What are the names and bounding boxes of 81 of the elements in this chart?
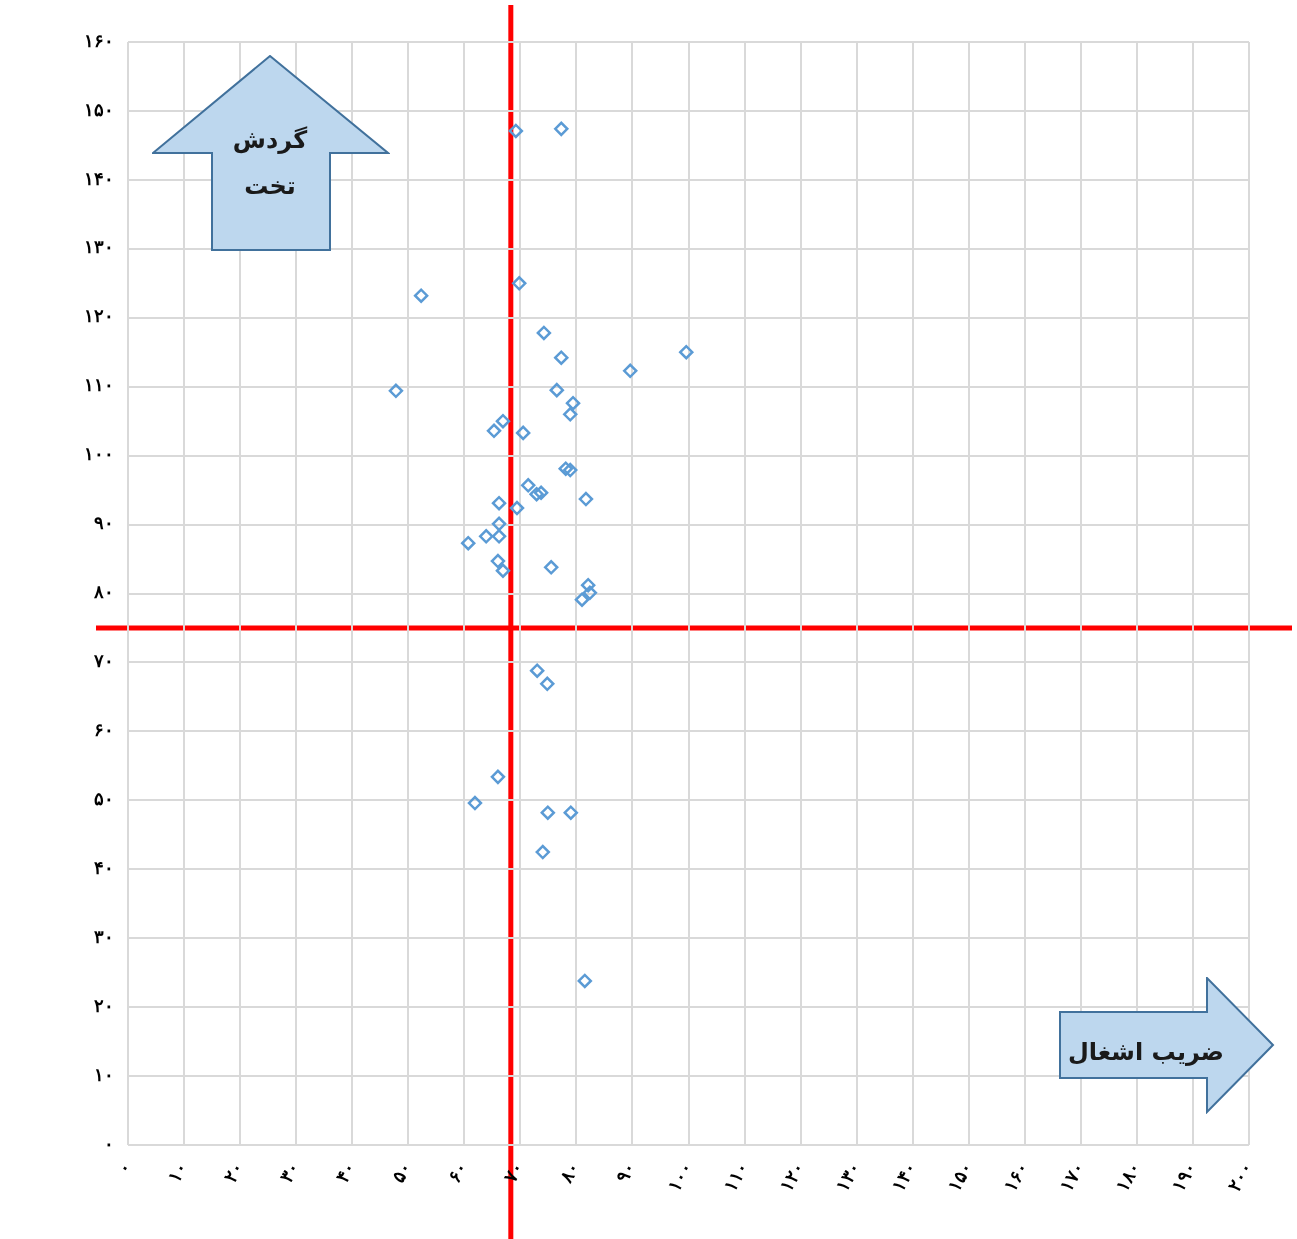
point xyxy=(495,563,511,578)
point xyxy=(536,325,552,341)
y-tick-label: ۳۰ xyxy=(94,925,114,947)
x-tick-label: ۴۰ xyxy=(331,1158,360,1187)
point xyxy=(491,516,507,532)
y-tick-label: ۵۰ xyxy=(94,787,114,809)
x-tick-label: ۵۰ xyxy=(387,1158,416,1187)
point xyxy=(388,383,404,399)
point xyxy=(520,478,536,493)
y-tick-label: ۱۱۰ xyxy=(84,374,114,396)
point xyxy=(529,486,544,502)
x-tick-label: ۱۴۰ xyxy=(887,1158,921,1195)
point xyxy=(580,577,596,593)
y-tick-label: ۶۰ xyxy=(94,719,114,741)
point xyxy=(467,795,483,811)
point xyxy=(543,560,559,575)
y-tick-label: ۷۰ xyxy=(93,650,114,672)
point xyxy=(549,382,565,398)
x-tick-label: ۰ xyxy=(112,1158,136,1178)
point xyxy=(554,350,569,365)
point xyxy=(413,288,429,303)
x-tick-label: ۲۰ xyxy=(219,1158,248,1187)
y-tick-label: ۱۰ xyxy=(94,1063,114,1085)
x-tick-label: ۱۷۰ xyxy=(1055,1158,1089,1195)
point xyxy=(558,461,573,476)
x-tick-label: ۱۳۰ xyxy=(830,1158,865,1195)
y-tick-label: ۱۵۰ xyxy=(84,98,114,120)
annotation: گردش تخت xyxy=(231,125,309,202)
y-tick-label: ۰ xyxy=(104,1132,114,1154)
point xyxy=(491,529,507,544)
x-tick-label: ۱۶۰ xyxy=(999,1158,1033,1195)
y-tick-label: ۹۰ xyxy=(94,512,114,534)
x-tick-label: ۷۰ xyxy=(499,1158,528,1187)
y-tick-label: ۱۴۰ xyxy=(84,167,114,189)
point xyxy=(509,500,525,516)
x-tick-label: ۱۲۰ xyxy=(774,1158,809,1195)
point xyxy=(535,844,551,860)
point xyxy=(554,121,569,137)
y-tick-label: ۴۰ xyxy=(94,856,114,878)
point xyxy=(565,395,581,411)
point xyxy=(562,407,578,422)
y-tick-label: ۲۰ xyxy=(94,994,114,1016)
y-tick-label: ۱۰۰ xyxy=(84,443,114,465)
point xyxy=(508,123,524,139)
y-tick-label: ۱۳۰ xyxy=(84,236,114,258)
point xyxy=(533,485,549,501)
point xyxy=(562,462,578,478)
point xyxy=(460,535,476,551)
point xyxy=(577,973,593,989)
point xyxy=(486,423,502,439)
point xyxy=(574,592,590,607)
point xyxy=(578,491,594,507)
point xyxy=(490,769,506,785)
point xyxy=(679,344,694,360)
x-tick-label: ۹۰ xyxy=(611,1158,640,1187)
x-tick-label: ۱۵۰ xyxy=(943,1158,977,1195)
point xyxy=(515,425,531,441)
y-tick-label: ۱۶۰ xyxy=(84,29,114,51)
x-tick-label: ۲۰۰ xyxy=(1223,1158,1257,1195)
point xyxy=(490,553,506,569)
y-tick-label: ۸۰ xyxy=(93,581,114,603)
x-tick-label: ۱۰ xyxy=(163,1158,192,1187)
x-tick-label: ۱۱۰ xyxy=(718,1158,753,1195)
x-tick-label: ۱۸۰ xyxy=(1111,1158,1145,1195)
x-tick-label: ۱۰۰ xyxy=(662,1158,697,1195)
point xyxy=(511,276,527,291)
y-tick-label: ۱۲۰ xyxy=(84,305,114,327)
point xyxy=(540,676,555,692)
point xyxy=(529,663,545,678)
point xyxy=(622,363,638,379)
point xyxy=(582,585,598,601)
point xyxy=(540,805,556,820)
point xyxy=(495,413,511,429)
point xyxy=(563,805,579,820)
annotation: ضریب اشغال xyxy=(1066,1037,1226,1068)
point xyxy=(478,529,494,544)
x-tick-label: ۳۰ xyxy=(275,1158,304,1187)
point xyxy=(491,495,507,511)
x-tick-label: ۸۰ xyxy=(555,1158,584,1187)
x-tick-label: ۶۰ xyxy=(443,1158,472,1187)
x-tick-label: ۱۹۰ xyxy=(1167,1158,1201,1195)
